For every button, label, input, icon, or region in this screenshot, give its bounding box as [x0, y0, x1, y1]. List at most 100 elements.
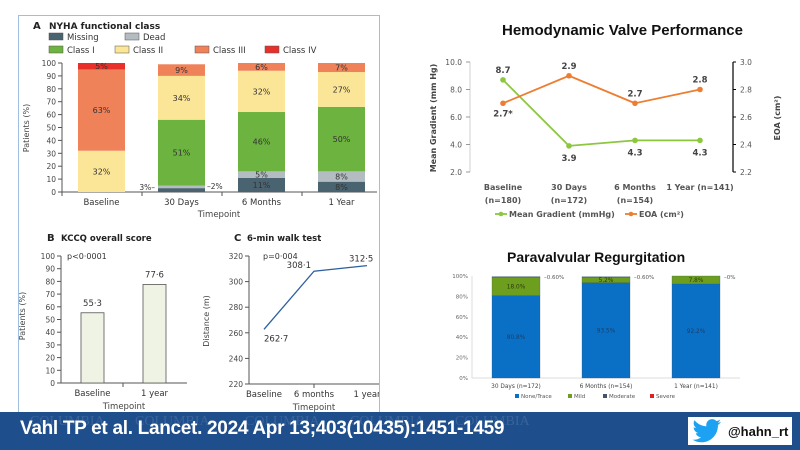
pvr-data-label: –0.60% — [634, 275, 654, 281]
hemo-left-tick-label: 4.0 — [450, 141, 462, 150]
pvr-bar-segment — [491, 295, 541, 379]
pvr-y-tick-label: 0% — [459, 376, 468, 382]
hemo-x-tick-label: 1 Year (n=141) — [666, 183, 733, 192]
legend-label-dead: Dead — [143, 33, 165, 43]
kccq-y-tick-label: 70 — [45, 290, 55, 299]
kccq-y-tick-label: 50 — [45, 316, 55, 325]
hemo-left-tick-label: 8.0 — [450, 86, 462, 95]
nyha-y-tick-label: 80 — [46, 85, 56, 94]
pvr-data-label: –0.60% — [544, 275, 564, 281]
hemo-x-tick-label: Baseline — [484, 183, 523, 192]
nyha-data-label: 8% — [335, 173, 348, 182]
nyha-data-label: 6% — [255, 63, 268, 72]
kccq-data-label: 55·3 — [83, 299, 102, 309]
pvr-bar-segment — [581, 282, 631, 379]
legend-swatch-missing — [48, 32, 64, 41]
nyha-y-tick-label: 10 — [46, 175, 56, 184]
pvr-legend-label: None/Trace — [521, 394, 552, 400]
walk-y-tick-label: 300 — [229, 278, 244, 287]
hemo-left-axis-label: Mean Gradient (mm Hg) — [429, 64, 438, 173]
kccq-y-tick-label: 10 — [45, 366, 55, 375]
hemo-data-label: 2.9 — [561, 62, 576, 72]
walk-y-tick-label: 320 — [229, 252, 244, 261]
walk-y-tick-label: 280 — [229, 303, 244, 312]
legend-label-class-iv: Class IV — [283, 46, 317, 56]
nyha-data-label: 8% — [335, 183, 348, 192]
walk-x-label: Timepoint — [292, 403, 336, 413]
pvr-data-label: –0% — [724, 275, 735, 281]
nyha-y-label: Patients (%) — [22, 104, 31, 152]
hemo-x-tick-label-line2: (n=180) — [485, 196, 521, 205]
nyha-x-label: Timepoint — [197, 210, 241, 220]
watermark-3: COLUMBIA — [245, 414, 320, 429]
hemo-point-eoa — [566, 72, 572, 79]
twitter-badge[interactable]: @hahn_rt — [688, 417, 792, 445]
kccq-bar — [142, 284, 167, 384]
nyha-y-tick-label: 90 — [46, 72, 56, 81]
legend-label-missing: Missing — [67, 33, 99, 43]
nyha-bar-segment — [78, 63, 125, 70]
kccq-y-tick-label: 40 — [45, 328, 55, 337]
pvr-data-label: 93.5% — [597, 328, 616, 334]
hemo-legend-marker — [628, 211, 634, 217]
nyha-bar-segment — [318, 106, 365, 172]
walk-y-label: Distance (m) — [202, 295, 211, 347]
nyha-bar-segment — [158, 64, 205, 76]
nyha-bar-segment — [158, 75, 205, 120]
nyha-x-tick-label: 6 Months — [242, 198, 282, 208]
pvr-data-label: 7.8% — [689, 278, 704, 284]
pvr-y-tick-label: 60% — [456, 315, 468, 321]
nyha-bar-segment — [158, 185, 205, 189]
hemo-data-label: 4.3 — [627, 148, 642, 158]
hemo-x-tick-label: 30 Days — [551, 183, 587, 192]
hemo-right-tick-label: 2.2 — [740, 168, 752, 177]
walk-y-tick-label: 240 — [229, 354, 244, 363]
kccq-y-label: Patients (%) — [19, 292, 27, 340]
hemo-legend-marker — [498, 211, 504, 217]
pvr-legend-swatch — [603, 394, 607, 398]
walk-y-tick-label: 220 — [229, 380, 244, 389]
legend-swatch-class-i — [48, 45, 64, 54]
nyha-bar-segment — [238, 177, 285, 192]
hemo-right-tick-label: 2.8 — [740, 86, 752, 95]
nyha-bar-segment — [318, 72, 365, 107]
kccq-x-tick-label: Baseline — [74, 389, 110, 399]
walk-x-tick-label: 1 year — [353, 390, 379, 400]
nyha-bar-segment — [318, 171, 365, 182]
hemo-line-eoa — [502, 74, 701, 105]
hemo-point-gradient — [500, 77, 506, 83]
nyha-bar-segment — [238, 70, 285, 113]
nyha-data-label: 11% — [253, 181, 271, 190]
kccq-bar — [80, 312, 105, 384]
nyha-bar-segment — [158, 119, 205, 186]
nyha-bar-segment — [238, 112, 285, 172]
nyha-y-tick-label: 60 — [46, 111, 56, 120]
nyha-data-label: 5% — [95, 62, 108, 71]
watermark-4: COLUMBIA — [350, 414, 425, 429]
hemo-x-tick-label-line2: (n=172) — [551, 196, 587, 205]
pvr-y-tick-label: 40% — [456, 335, 468, 341]
kccq-p-value: p<0·0001 — [67, 252, 107, 261]
pvr-y-tick-label: 80% — [456, 294, 468, 300]
hemo-point-eoa — [697, 86, 703, 93]
twitter-handle[interactable]: @hahn_rt — [728, 423, 789, 439]
hemo-line-gradient — [502, 79, 700, 147]
nyha-title: NYHA functional class — [49, 22, 160, 32]
walk-line — [263, 264, 368, 330]
pvr-x-tick-label: 30 Days (n=172) — [491, 384, 541, 390]
hemo-right-tick-label: 3.0 — [740, 58, 752, 67]
kccq-title: KCCQ overall score — [61, 234, 152, 244]
nyha-data-label: 7% — [335, 64, 348, 73]
nyha-data-label: 9% — [175, 66, 188, 75]
nyha-data-label: 46% — [253, 138, 271, 147]
nyha-bar-segment — [78, 69, 125, 151]
pvr-chart-title: Paravalvular Regurgitation — [507, 249, 686, 265]
pvr-bar-segment — [671, 283, 721, 379]
citation-text: Vahl TP et al. Lancet. 2024 Apr 13;403(1… — [20, 418, 505, 439]
hemo-x-tick-label-line2: (n=154) — [617, 196, 653, 205]
kccq-x-tick-label: 1 year — [141, 389, 169, 399]
nyha-bar-segment — [158, 188, 205, 192]
hemo-data-label: 3.9 — [561, 154, 576, 164]
kccq-y-tick-label: 100 — [41, 252, 56, 261]
watermark-1: COLUMBIA — [30, 414, 105, 429]
